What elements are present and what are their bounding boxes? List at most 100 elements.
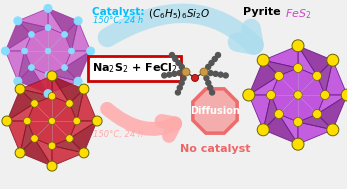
- Polygon shape: [20, 76, 52, 96]
- Circle shape: [204, 76, 209, 81]
- Circle shape: [14, 17, 22, 25]
- Circle shape: [294, 118, 303, 126]
- Polygon shape: [77, 89, 97, 121]
- Polygon shape: [298, 114, 333, 130]
- Circle shape: [31, 135, 38, 142]
- Polygon shape: [20, 89, 52, 104]
- Circle shape: [74, 17, 82, 25]
- Text: $(C_6H_5)_6Si_2O$: $(C_6H_5)_6Si_2O$: [148, 7, 210, 21]
- Polygon shape: [27, 96, 77, 146]
- Circle shape: [327, 124, 339, 136]
- Circle shape: [44, 4, 52, 12]
- Circle shape: [28, 65, 34, 70]
- Circle shape: [292, 138, 304, 150]
- Polygon shape: [317, 95, 347, 114]
- Circle shape: [176, 60, 181, 65]
- Circle shape: [218, 72, 223, 77]
- Polygon shape: [263, 60, 298, 76]
- Circle shape: [14, 77, 22, 85]
- Polygon shape: [249, 76, 279, 95]
- Polygon shape: [48, 67, 78, 81]
- Text: Diffusion: Diffusion: [190, 106, 240, 116]
- Polygon shape: [32, 67, 48, 94]
- Polygon shape: [317, 60, 333, 95]
- FancyArrowPatch shape: [107, 109, 175, 136]
- Polygon shape: [298, 46, 333, 76]
- Polygon shape: [18, 8, 48, 28]
- Polygon shape: [18, 51, 32, 81]
- Circle shape: [243, 89, 255, 101]
- Polygon shape: [263, 46, 298, 68]
- Circle shape: [223, 73, 228, 78]
- Circle shape: [48, 142, 56, 149]
- Polygon shape: [7, 104, 34, 121]
- Circle shape: [210, 90, 214, 95]
- Circle shape: [45, 71, 51, 77]
- Polygon shape: [48, 8, 65, 34]
- Polygon shape: [48, 74, 78, 94]
- Polygon shape: [249, 60, 279, 95]
- FancyBboxPatch shape: [88, 56, 181, 81]
- Circle shape: [45, 48, 51, 54]
- Circle shape: [61, 31, 68, 37]
- Text: 150°C, 24 h: 150°C, 24 h: [93, 16, 143, 26]
- Text: No catalyst: No catalyst: [180, 144, 250, 154]
- Circle shape: [209, 60, 214, 65]
- Polygon shape: [5, 51, 25, 81]
- Circle shape: [162, 73, 167, 78]
- Polygon shape: [298, 122, 333, 144]
- Circle shape: [66, 100, 73, 107]
- Polygon shape: [271, 68, 325, 122]
- Circle shape: [31, 100, 38, 107]
- Circle shape: [206, 64, 211, 69]
- Polygon shape: [7, 89, 34, 121]
- Polygon shape: [5, 34, 32, 51]
- Circle shape: [327, 54, 339, 66]
- Polygon shape: [298, 46, 317, 76]
- Polygon shape: [18, 67, 48, 94]
- Polygon shape: [7, 121, 27, 153]
- Circle shape: [294, 91, 302, 99]
- Polygon shape: [263, 114, 298, 144]
- Circle shape: [48, 92, 56, 100]
- Circle shape: [175, 90, 180, 95]
- Polygon shape: [25, 28, 71, 74]
- Circle shape: [213, 71, 218, 76]
- Circle shape: [266, 91, 276, 99]
- Circle shape: [28, 31, 34, 37]
- Polygon shape: [317, 95, 347, 130]
- Circle shape: [15, 148, 25, 158]
- Text: $FeS_2$: $FeS_2$: [285, 7, 312, 21]
- Circle shape: [66, 135, 73, 142]
- Polygon shape: [69, 121, 97, 153]
- Circle shape: [179, 80, 184, 85]
- Circle shape: [49, 118, 56, 125]
- Circle shape: [182, 68, 190, 76]
- Polygon shape: [71, 21, 91, 51]
- Circle shape: [177, 70, 182, 76]
- Polygon shape: [52, 146, 84, 166]
- Polygon shape: [325, 60, 347, 95]
- Circle shape: [68, 48, 74, 54]
- Circle shape: [192, 74, 198, 81]
- Polygon shape: [279, 114, 298, 144]
- Polygon shape: [193, 89, 237, 133]
- Circle shape: [22, 48, 28, 54]
- Circle shape: [294, 64, 303, 73]
- Polygon shape: [65, 21, 78, 51]
- Text: Pyrite: Pyrite: [244, 7, 285, 17]
- Circle shape: [200, 68, 208, 76]
- Circle shape: [44, 90, 52, 98]
- Text: Catalyst:: Catalyst:: [92, 7, 148, 17]
- Polygon shape: [263, 95, 279, 130]
- Circle shape: [208, 70, 213, 76]
- Polygon shape: [65, 51, 91, 67]
- Circle shape: [74, 77, 82, 85]
- Circle shape: [45, 25, 51, 31]
- Polygon shape: [69, 121, 97, 139]
- Circle shape: [208, 85, 213, 90]
- Circle shape: [172, 71, 177, 76]
- Polygon shape: [249, 95, 271, 130]
- Polygon shape: [69, 89, 84, 121]
- Circle shape: [274, 110, 283, 119]
